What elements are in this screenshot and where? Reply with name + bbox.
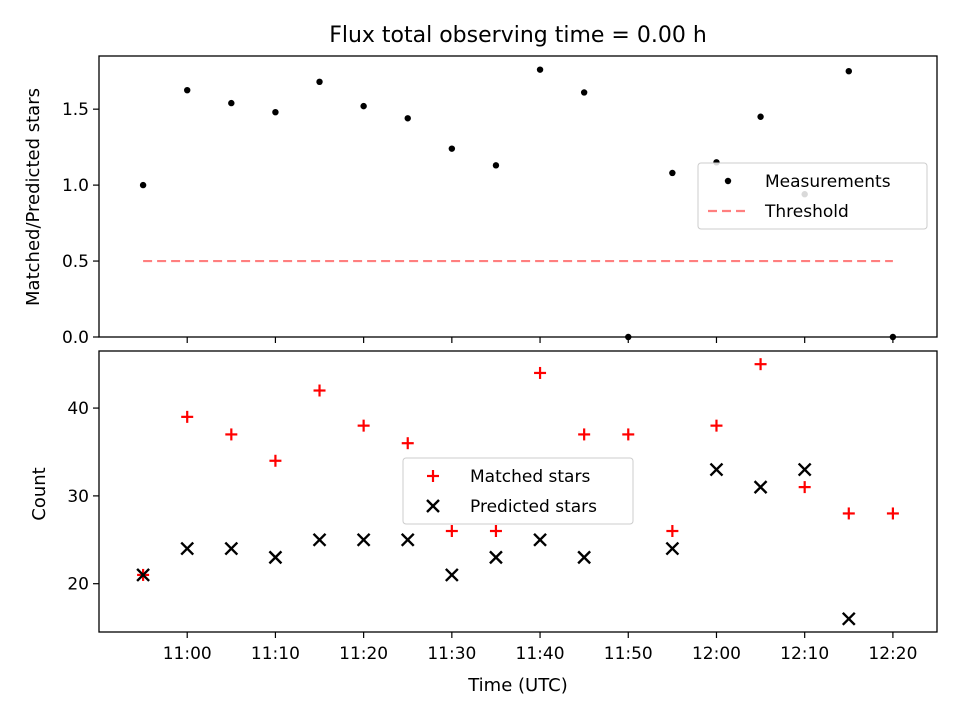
count-legend: Matched stars Predicted stars [402,457,634,525]
measurements-point [272,109,279,116]
x-tick-label: 11:50 [604,644,653,664]
predicted-stars-point [312,532,327,547]
x-tick-label: 11:00 [163,644,212,664]
matched-stars-point [886,507,899,520]
count-plot-area [136,358,899,626]
x-tick-label: 11:20 [339,644,388,664]
ratio-axes-frame [98,55,938,338]
chart-title: Flux total observing time = 0.00 h [329,23,707,48]
count-y-axis-label: Count [29,467,50,520]
matched-stars-point [401,437,414,450]
legend-marker [426,499,440,513]
measurements-point [360,102,367,110]
legend-marker [427,470,439,482]
x-axis-label: Time (UTC) [467,675,568,696]
ratio-legend: Measurements Threshold [697,162,928,230]
measurements-point [184,86,191,94]
matched-stars-point [445,525,458,538]
measurements-point [316,78,323,86]
y-tick-label: 1.5 [62,100,89,120]
x-tick-label: 12:10 [780,644,829,664]
measurements-point [845,67,852,75]
matched-stars-point [181,410,194,423]
x-tick-label: 11:40 [516,644,565,664]
measurements-point [580,89,588,96]
legend-box [402,457,634,525]
y-tick-label: 0.0 [62,328,89,348]
predicted-stars-point [841,611,856,626]
predicted-stars-point [400,532,415,547]
y-tick-label: 1.0 [62,176,89,196]
x-tick-label: 12:20 [868,644,917,664]
matched-stars-point [534,366,547,379]
matched-stars-point [710,419,723,432]
measurements-point [536,66,544,73]
predicted-stars-point [489,550,503,565]
predicted-stars-point [268,550,283,565]
ratio-plot-area [139,66,897,341]
matched-stars-point [269,454,282,467]
predicted-stars-point [709,462,724,477]
matched-stars-point [798,481,811,494]
y-tick-label: 30 [67,487,89,507]
count-axes-frame [98,350,938,633]
measurements-point [139,181,147,189]
legend-label: Matched stars [470,467,590,487]
legend-label: Measurements [765,172,891,192]
matched-stars-point [578,428,591,441]
count-y-ticks: 20 30 40 [67,399,99,595]
predicted-stars-point [356,532,371,547]
measurements-point [492,162,500,169]
x-tick-label: 11:10 [251,644,300,664]
measurements-point [669,169,676,177]
matched-stars-point [622,428,635,441]
legend-marker [724,177,732,185]
legend-label: Predicted stars [470,497,597,517]
predicted-stars-point [533,532,547,547]
predicted-stars-point [797,462,812,477]
predicted-stars-point [180,541,195,556]
measurements-point [448,145,456,152]
measurements-point [404,115,411,122]
ratio-panel: Flux total observing time = 0.00 h 0.00.… [23,23,938,348]
count-x-ticks: 11:00 11:10 11:20 11:30 11:40 11:50 12:00 12:10… [163,632,917,664]
predicted-stars-point [136,568,150,582]
matched-stars-point [225,428,238,441]
predicted-stars-point [753,480,768,494]
x-tick-label: 12:00 [692,644,741,664]
measurements-point [228,99,235,107]
count-panel: 20 30 40 11:00 11:10 11:20 11:30 11:40 11:50 12:… [29,350,938,696]
ratio-y-axis-label: Matched/Predicted stars [23,88,44,306]
matched-stars-point [357,419,370,432]
matched-stars-point [666,525,679,538]
matched-stars-point [313,384,326,397]
y-tick-label: 40 [67,399,89,419]
legend-box [697,162,928,230]
matched-stars-point [754,358,767,371]
y-tick-label: 20 [67,575,89,595]
x-tick-label: 11:30 [427,644,476,664]
predicted-stars-point [224,541,239,556]
y-tick-label: 0.5 [62,252,89,272]
matched-stars-point [842,507,855,520]
predicted-stars-point [577,550,592,565]
matched-stars-point [489,525,502,538]
legend-label: Threshold [764,202,849,222]
predicted-stars-point [444,568,459,582]
measurements-point [757,113,764,120]
predicted-stars-point [665,541,680,556]
ratio-y-ticks: 0.0 0.5 1.0 1.5 [62,100,99,348]
